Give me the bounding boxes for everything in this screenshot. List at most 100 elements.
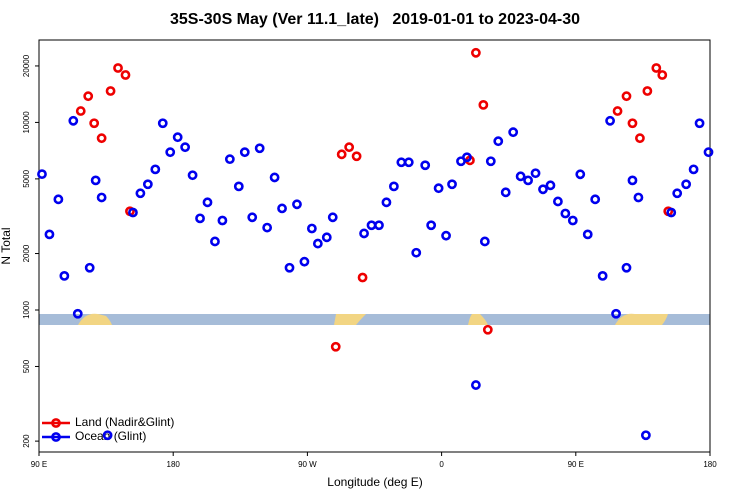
point bbox=[202, 197, 213, 208]
point bbox=[217, 215, 228, 226]
point bbox=[96, 192, 107, 203]
point bbox=[642, 86, 653, 96]
point bbox=[120, 70, 131, 80]
point bbox=[530, 168, 541, 179]
point bbox=[657, 70, 668, 80]
y-axis-label: N Total bbox=[0, 227, 13, 264]
point bbox=[621, 262, 632, 273]
point bbox=[321, 232, 332, 243]
land-shape bbox=[334, 314, 366, 325]
x-tick-label: 180 bbox=[167, 460, 181, 469]
point bbox=[635, 133, 645, 144]
legend-marker bbox=[51, 432, 61, 442]
point bbox=[470, 47, 481, 58]
point bbox=[102, 430, 113, 441]
point bbox=[284, 262, 295, 273]
point bbox=[53, 194, 64, 205]
point bbox=[142, 179, 153, 190]
point bbox=[180, 142, 191, 153]
point bbox=[403, 157, 414, 168]
point bbox=[105, 86, 116, 96]
point bbox=[83, 91, 94, 102]
point bbox=[128, 207, 138, 218]
point bbox=[633, 192, 644, 203]
point bbox=[37, 169, 47, 180]
x-tick-label: 90 E bbox=[568, 460, 584, 469]
point bbox=[672, 188, 683, 199]
x-tick-label: 180 bbox=[703, 460, 717, 469]
point bbox=[575, 169, 586, 180]
y-tick-label: 200 bbox=[22, 434, 31, 448]
point bbox=[157, 118, 168, 129]
point bbox=[336, 149, 347, 160]
y-tick-label: 10000 bbox=[22, 111, 31, 134]
point bbox=[538, 184, 548, 195]
point bbox=[688, 164, 699, 175]
point bbox=[68, 115, 79, 126]
point bbox=[72, 308, 83, 319]
point bbox=[210, 236, 220, 247]
point bbox=[388, 181, 399, 192]
point bbox=[357, 272, 368, 283]
y-tick-label: 1000 bbox=[22, 301, 31, 319]
point bbox=[411, 247, 422, 258]
point bbox=[523, 175, 533, 186]
legend-marker bbox=[51, 418, 61, 428]
point bbox=[478, 99, 489, 110]
point bbox=[269, 172, 280, 183]
point bbox=[553, 196, 563, 207]
point bbox=[344, 142, 355, 153]
x-tick-label: 0 bbox=[439, 460, 444, 469]
point bbox=[470, 380, 481, 390]
point bbox=[233, 181, 244, 192]
point bbox=[59, 270, 70, 281]
point bbox=[247, 212, 258, 223]
point bbox=[485, 156, 496, 167]
point bbox=[545, 180, 556, 191]
point bbox=[306, 223, 317, 234]
point bbox=[420, 160, 431, 171]
point bbox=[462, 152, 472, 163]
ocean-strip bbox=[39, 314, 710, 325]
point bbox=[605, 115, 615, 126]
point bbox=[299, 256, 310, 267]
point bbox=[611, 308, 621, 319]
point bbox=[621, 91, 632, 102]
point bbox=[640, 430, 651, 441]
point bbox=[627, 175, 638, 186]
point bbox=[590, 194, 601, 205]
point bbox=[703, 147, 714, 158]
y-tick-label: 20000 bbox=[22, 54, 31, 77]
point bbox=[493, 136, 504, 147]
point bbox=[500, 187, 511, 198]
chart-title: 35S-30S May (Ver 11.1_late) 2019-01-01 t… bbox=[170, 11, 580, 28]
point bbox=[627, 118, 638, 129]
point bbox=[694, 118, 705, 129]
point bbox=[433, 183, 444, 194]
point bbox=[351, 151, 362, 162]
point bbox=[651, 63, 662, 73]
point bbox=[84, 262, 95, 273]
point bbox=[187, 170, 198, 181]
point bbox=[441, 230, 451, 241]
point bbox=[582, 229, 593, 240]
point bbox=[195, 213, 205, 224]
point bbox=[75, 106, 86, 116]
point bbox=[681, 179, 692, 190]
point bbox=[135, 188, 146, 199]
point bbox=[396, 157, 407, 168]
land-shape bbox=[468, 314, 488, 325]
land-shape bbox=[615, 313, 668, 325]
point bbox=[359, 228, 369, 239]
point bbox=[165, 147, 176, 158]
point bbox=[89, 118, 100, 129]
point bbox=[612, 106, 623, 116]
point bbox=[447, 179, 457, 190]
map-strip bbox=[39, 313, 710, 325]
point bbox=[262, 222, 273, 233]
point bbox=[597, 270, 608, 281]
point bbox=[96, 133, 107, 144]
point bbox=[508, 127, 519, 138]
point bbox=[482, 324, 493, 335]
